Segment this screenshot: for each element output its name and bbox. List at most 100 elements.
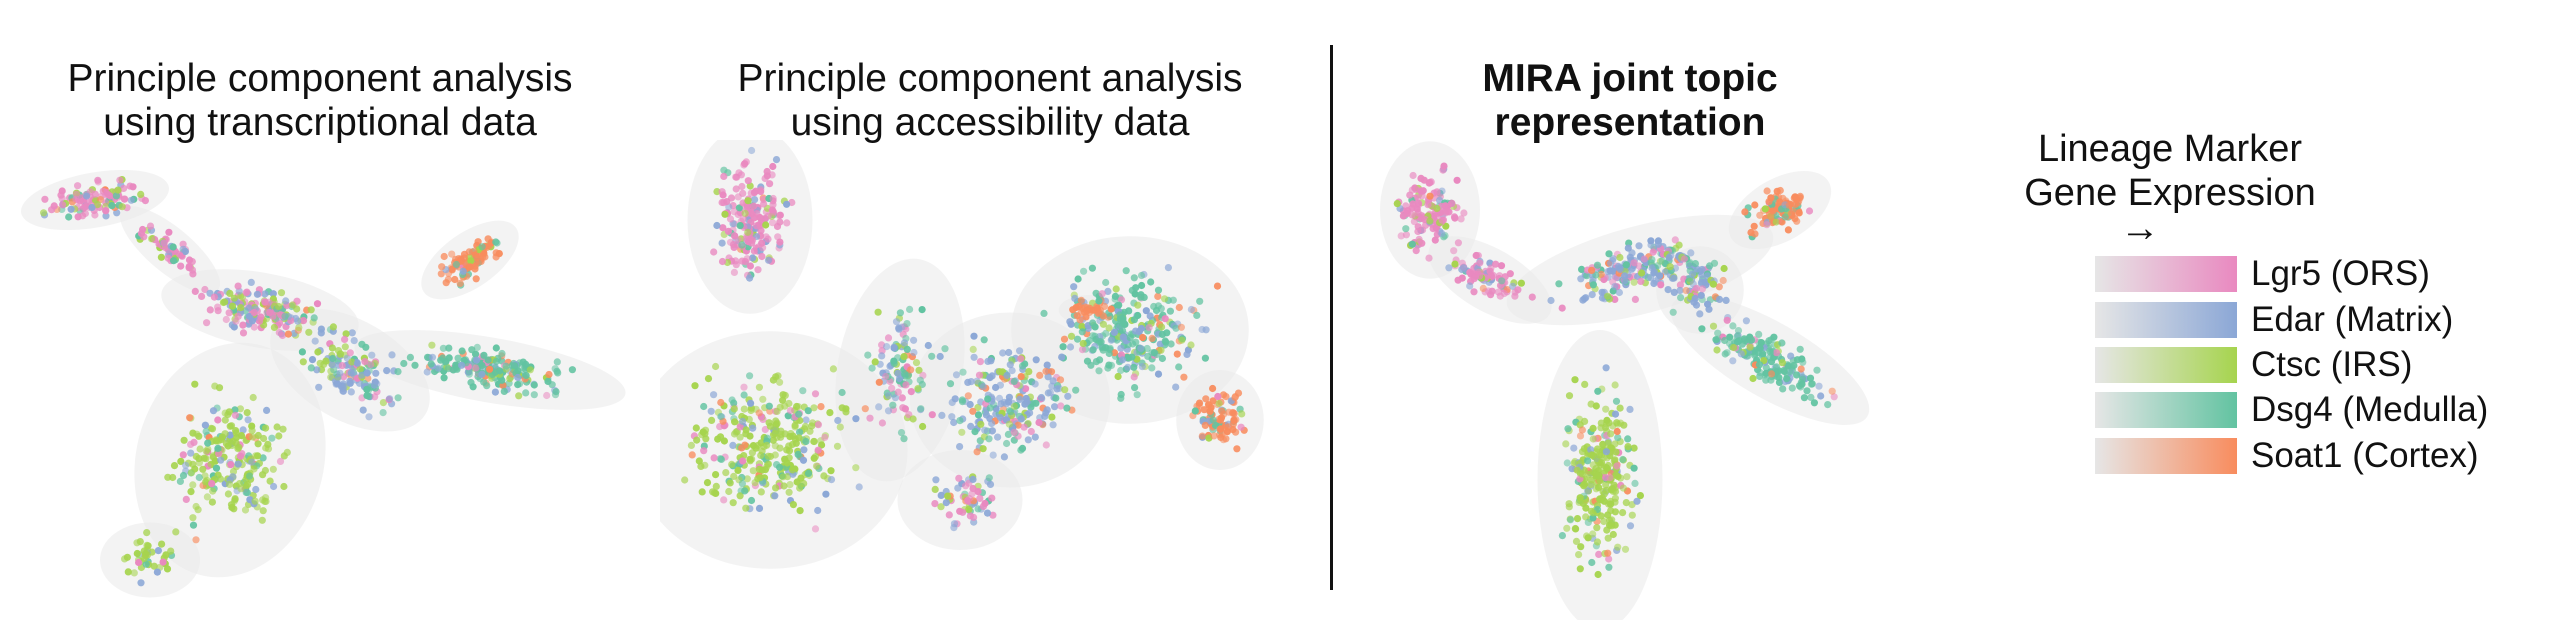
cell-point (1225, 423, 1232, 430)
cell-point (1612, 381, 1619, 388)
cell-point (970, 514, 977, 521)
cell-point (1123, 267, 1130, 274)
cell-point (1604, 550, 1611, 557)
cell-point (1050, 421, 1057, 428)
cell-point (1495, 289, 1502, 296)
cell-point (1587, 481, 1594, 488)
cell-point (688, 442, 695, 449)
cell-point (189, 514, 196, 521)
cell-point (1590, 281, 1597, 288)
cell-point (459, 347, 466, 354)
cell-point (263, 309, 270, 316)
cell-point (1581, 481, 1588, 488)
cell-point (1057, 402, 1064, 409)
cell-point (1432, 237, 1439, 244)
cell-point (720, 199, 727, 206)
cell-point (1105, 362, 1112, 369)
cell-point (1021, 424, 1028, 431)
cell-point (749, 425, 756, 432)
cell-point (1768, 370, 1775, 377)
cell-point (191, 381, 198, 388)
cell-point (959, 369, 966, 376)
cell-point (900, 435, 907, 442)
cell-point (764, 236, 771, 243)
cell-point (827, 467, 834, 474)
cell-point (974, 448, 981, 455)
cell-point (966, 495, 973, 502)
cell-point (1132, 284, 1139, 291)
cell-point (946, 511, 953, 518)
cell-point (254, 291, 261, 298)
cell-point (1713, 346, 1720, 353)
cell-point (1659, 257, 1666, 264)
cell-point (1714, 330, 1721, 337)
cell-point (1476, 273, 1483, 280)
cell-point (186, 256, 193, 263)
cell-point (1614, 434, 1621, 441)
cell-point (522, 361, 529, 368)
cell-point (799, 387, 806, 394)
cell-point (312, 338, 319, 345)
cell-point (349, 329, 356, 336)
cell-point (161, 240, 168, 247)
cell-point (981, 336, 988, 343)
cell-point (428, 342, 435, 349)
cell-point (445, 365, 452, 372)
cell-point (771, 430, 778, 437)
cell-point (1632, 296, 1639, 303)
cell-point (763, 442, 770, 449)
cell-point (760, 200, 767, 207)
cell-point (544, 378, 551, 385)
cell-point (305, 329, 312, 336)
cell-point (981, 427, 988, 434)
legend-item-label: Dsg4 (Medulla) (2251, 390, 2488, 430)
cell-point (1415, 209, 1422, 216)
cell-point (803, 416, 810, 423)
cell-point (400, 360, 407, 367)
cell-point (129, 183, 136, 190)
cell-point (862, 405, 869, 412)
cell-point (1602, 424, 1609, 431)
cell-point (744, 229, 751, 236)
cell-point (329, 361, 336, 368)
cell-point (280, 483, 287, 490)
cell-point (744, 255, 751, 262)
cell-point (1797, 346, 1804, 353)
cell-point (1670, 275, 1677, 282)
cell-point (735, 211, 742, 218)
cell-point (1080, 340, 1087, 347)
cell-point (701, 462, 708, 469)
cell-point (1116, 311, 1123, 318)
cell-point (947, 380, 954, 387)
cell-point (765, 461, 772, 468)
cell-point (1141, 294, 1148, 301)
cell-point (1575, 551, 1582, 558)
cell-point (776, 239, 783, 246)
cell-point (235, 461, 242, 468)
cell-point (79, 212, 86, 219)
cell-point (183, 496, 190, 503)
cell-point (1131, 274, 1138, 281)
cell-point (712, 471, 719, 478)
cell-point (792, 422, 799, 429)
cell-point (1747, 337, 1754, 344)
cell-point (1631, 465, 1638, 472)
cell-point (1501, 290, 1508, 297)
cell-point (1762, 205, 1769, 212)
cell-point (1635, 242, 1642, 249)
cell-point (1794, 356, 1801, 363)
cell-point (88, 204, 95, 211)
cell-point (1672, 236, 1679, 243)
cell-point (700, 447, 707, 454)
cell-point (1414, 228, 1421, 235)
cell-point (269, 313, 276, 320)
cell-point (1089, 265, 1096, 272)
cell-point (193, 503, 200, 510)
cell-point (1425, 255, 1432, 262)
cell-point (158, 254, 165, 261)
cell-point (729, 396, 736, 403)
cell-point (1051, 403, 1058, 410)
cell-point (766, 403, 773, 410)
cell-point (839, 389, 846, 396)
cell-point (480, 352, 487, 359)
